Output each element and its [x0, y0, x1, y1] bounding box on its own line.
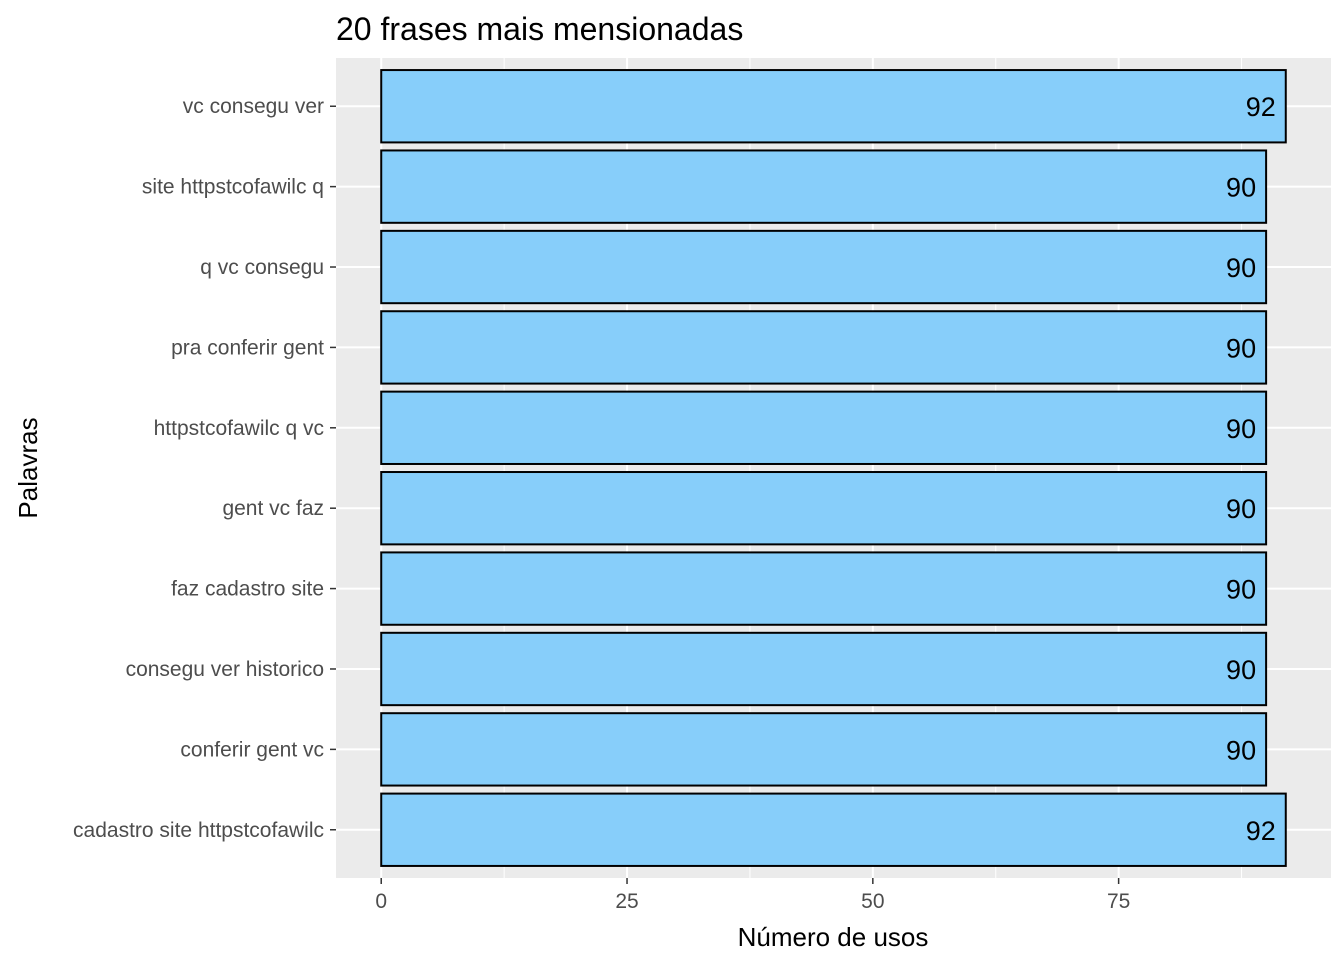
bar-value-label: 92 — [1246, 816, 1276, 846]
bar-value-label: 90 — [1226, 494, 1256, 524]
y-tick-label: pra conferir gent — [171, 336, 324, 359]
y-axis-title: Palavras — [13, 417, 43, 518]
x-axis: 0 25 50 75 — [375, 878, 1130, 913]
y-tick-label: consegu ver historico — [126, 658, 324, 681]
bar-value-label: 90 — [1226, 735, 1256, 765]
bar-value-label: 90 — [1226, 414, 1256, 444]
bar — [380, 551, 1268, 626]
bars — [380, 69, 1287, 867]
y-tick-label: httpstcofawilc q vc — [154, 417, 324, 440]
bar — [380, 792, 1287, 867]
x-axis-title: Número de usos — [738, 922, 929, 952]
bar — [380, 471, 1268, 546]
bar-value-label: 92 — [1246, 92, 1276, 122]
chart-title: 20 frases mais mensionadas — [336, 11, 743, 47]
bar-value-label: 90 — [1226, 253, 1256, 283]
y-tick-label: q vc consegu — [200, 256, 324, 279]
y-tick-label: conferir gent vc — [180, 738, 324, 761]
data-labels: 92 90 90 90 90 90 90 90 90 92 — [1226, 92, 1276, 846]
y-tick-label: cadastro site httpstcofawilc — [73, 819, 324, 842]
bar — [380, 390, 1268, 465]
bar-value-label: 90 — [1226, 575, 1256, 605]
x-tick-label: 25 — [615, 890, 638, 913]
bar-value-label: 90 — [1226, 173, 1256, 203]
y-tick-label: gent vc faz — [222, 497, 324, 520]
bar — [380, 69, 1287, 144]
bar-value-label: 90 — [1226, 333, 1256, 363]
y-tick-label: site httpstcofawilc q — [142, 176, 324, 199]
bar — [380, 149, 1268, 224]
bar — [380, 712, 1268, 787]
x-tick-label: 0 — [375, 890, 387, 913]
x-tick-label: 75 — [1107, 890, 1130, 913]
x-tick-label: 50 — [861, 890, 884, 913]
y-axis: vc consegu ver site httpstcofawilc q q vc … — [73, 95, 336, 842]
y-tick-label: vc consegu ver — [183, 95, 324, 118]
y-tick-label: faz cadastro site — [171, 578, 324, 601]
bar — [380, 631, 1268, 707]
bar — [380, 310, 1268, 385]
bar-value-label: 90 — [1226, 655, 1256, 685]
bar — [380, 229, 1268, 305]
